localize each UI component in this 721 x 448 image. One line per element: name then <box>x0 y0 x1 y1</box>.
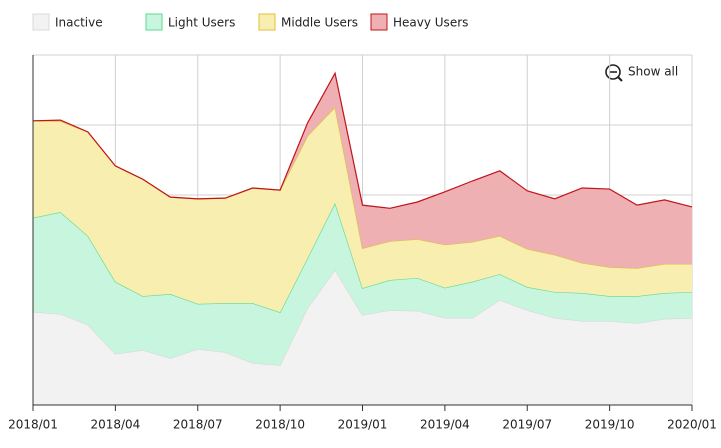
x-tick-label: 2018/01 <box>8 418 58 432</box>
legend-label: Middle Users <box>281 16 358 30</box>
x-tick-label: 2018/04 <box>90 418 140 432</box>
legend-item: Light Users <box>145 13 235 31</box>
legend-label: Heavy Users <box>393 16 468 30</box>
x-tick-label: 2019/10 <box>585 418 635 432</box>
legend-label: Light Users <box>168 16 235 30</box>
legend-swatch <box>145 13 163 31</box>
x-tick-label: 2019/01 <box>338 418 388 432</box>
x-tick-label: 2019/07 <box>502 418 552 432</box>
show-all-label[interactable]: Show all <box>628 65 678 79</box>
axes: 2018/01 2018/04 2018/07 2018/10 2019/01 2019/… <box>8 55 717 432</box>
area <box>33 269 692 405</box>
legend-item: Heavy Users <box>370 13 468 31</box>
zoom-icon-handle <box>617 76 623 82</box>
areas <box>32 71 693 405</box>
legend-item: Inactive <box>32 13 103 31</box>
area <box>33 73 692 269</box>
area <box>33 107 692 313</box>
area <box>33 203 692 366</box>
legend-swatch <box>32 13 50 31</box>
show-all-button[interactable]: Show all <box>605 64 678 82</box>
x-tick-label: 2019/04 <box>420 418 470 432</box>
area-outline <box>32 71 693 209</box>
legend-swatch <box>370 13 388 31</box>
x-tick-label: 2020/01 <box>667 418 717 432</box>
legend-item: Middle Users <box>258 13 358 31</box>
legend-label: Inactive <box>55 16 103 30</box>
zoom-icon <box>605 64 621 80</box>
legend-swatch <box>258 13 276 31</box>
x-tick-label: 2018/10 <box>255 418 305 432</box>
x-tick-label: 2018/07 <box>173 418 223 432</box>
